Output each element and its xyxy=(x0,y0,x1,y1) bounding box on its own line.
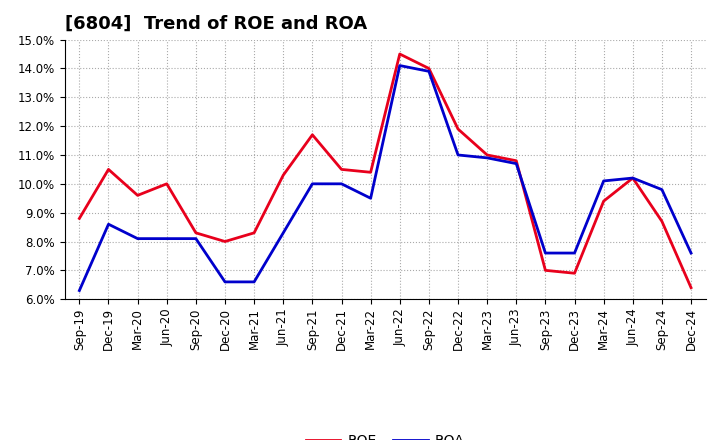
ROE xyxy=(366,170,375,175)
ROA xyxy=(483,155,492,161)
ROA xyxy=(192,236,200,241)
ROE xyxy=(104,167,113,172)
ROE xyxy=(75,216,84,221)
ROA xyxy=(599,178,608,183)
ROA xyxy=(425,69,433,74)
ROE xyxy=(512,158,521,163)
ROE xyxy=(541,268,550,273)
ROA xyxy=(220,279,229,285)
ROE xyxy=(279,172,287,178)
Line: ROA: ROA xyxy=(79,66,691,290)
Line: ROE: ROE xyxy=(79,54,691,288)
ROE xyxy=(657,219,666,224)
ROE xyxy=(483,152,492,158)
ROA xyxy=(163,236,171,241)
ROE xyxy=(454,126,462,132)
ROE xyxy=(337,167,346,172)
ROE xyxy=(687,285,696,290)
ROA xyxy=(104,222,113,227)
ROE xyxy=(629,176,637,181)
ROA xyxy=(366,196,375,201)
ROA xyxy=(512,161,521,166)
ROE xyxy=(220,239,229,244)
ROA xyxy=(570,250,579,256)
ROA xyxy=(75,288,84,293)
ROE xyxy=(163,181,171,187)
ROA xyxy=(395,63,404,68)
ROA xyxy=(279,230,287,235)
ROA xyxy=(454,152,462,158)
ROE xyxy=(250,230,258,235)
ROE xyxy=(133,193,142,198)
ROA xyxy=(629,176,637,181)
Text: [6804]  Trend of ROE and ROA: [6804] Trend of ROE and ROA xyxy=(65,15,367,33)
ROE xyxy=(395,51,404,57)
ROE xyxy=(308,132,317,137)
ROA xyxy=(657,187,666,192)
ROA xyxy=(133,236,142,241)
Legend: ROE, ROA: ROE, ROA xyxy=(300,428,470,440)
ROE xyxy=(570,271,579,276)
ROA xyxy=(337,181,346,187)
ROE xyxy=(599,198,608,204)
ROA xyxy=(687,250,696,256)
ROA xyxy=(250,279,258,285)
ROE xyxy=(425,66,433,71)
ROA xyxy=(541,250,550,256)
ROE xyxy=(192,230,200,235)
ROA xyxy=(308,181,317,187)
